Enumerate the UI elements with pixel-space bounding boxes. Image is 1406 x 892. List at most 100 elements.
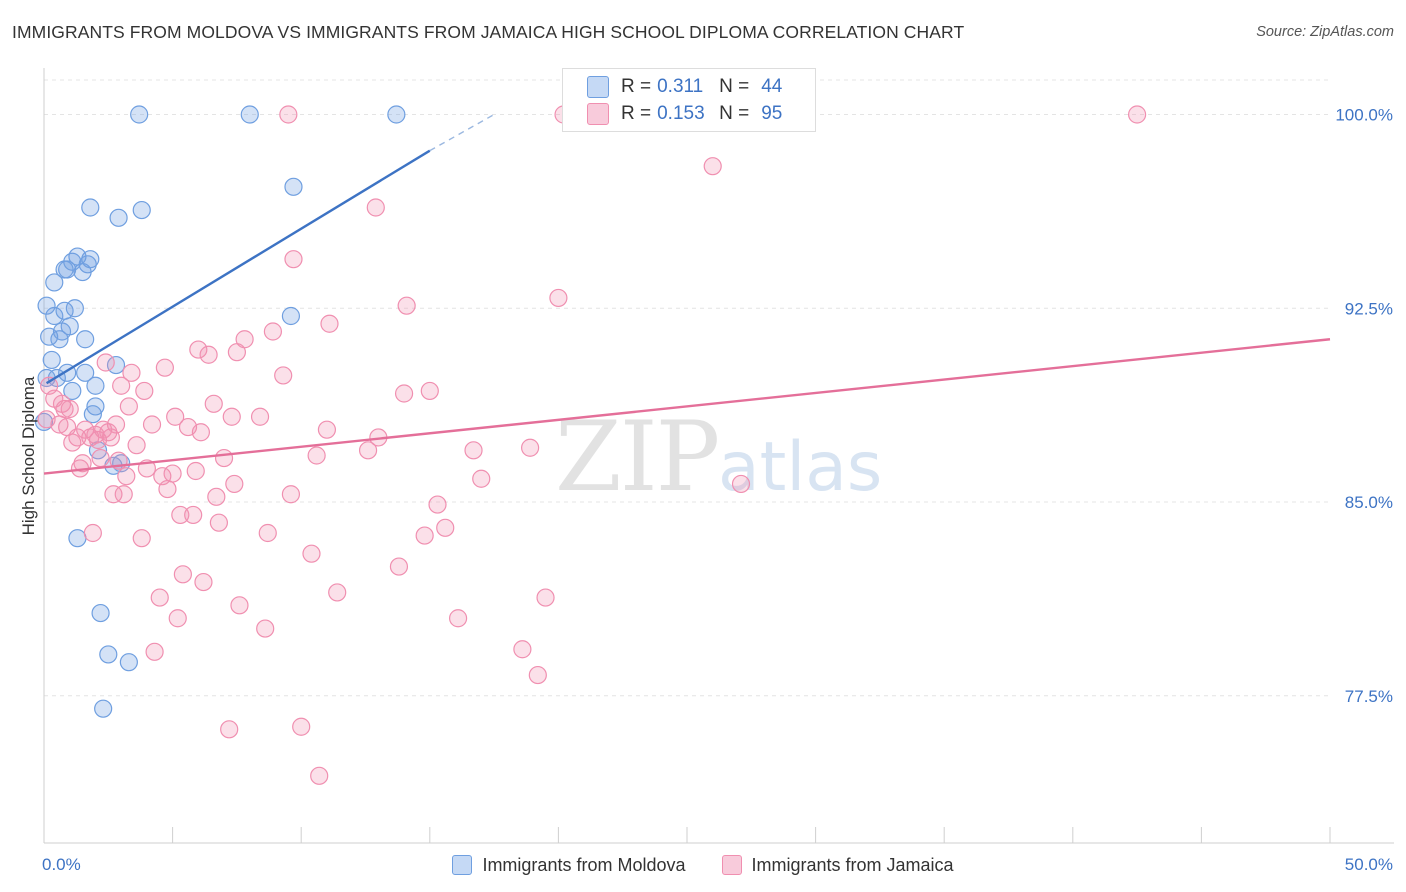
point-jamaica [256, 619, 275, 638]
point-moldova [81, 198, 100, 217]
point-moldova [281, 306, 301, 326]
point-jamaica [397, 296, 416, 315]
x-tick-label-max: 50.0% [1345, 855, 1393, 874]
point-moldova [45, 273, 64, 292]
point-jamaica [135, 381, 154, 401]
point-moldova [42, 350, 61, 370]
point-moldova [109, 208, 128, 227]
watermark-zip: ZIP [555, 401, 718, 513]
stats-row-jamaica: R = 0.153 N = 95 [587, 102, 782, 126]
point-jamaica [214, 448, 234, 468]
point-jamaica [220, 720, 239, 739]
point-jamaica [464, 441, 483, 460]
point-jamaica [358, 441, 378, 460]
point-jamaica [536, 588, 555, 607]
point-moldova [68, 529, 87, 548]
point-jamaica [122, 363, 141, 382]
point-jamaica [186, 461, 205, 481]
stats-swatch-moldova [587, 76, 609, 98]
point-jamaica [119, 397, 138, 416]
point-jamaica [284, 250, 303, 269]
point-jamaica [428, 495, 447, 514]
watermark-atlas: atlas [718, 428, 882, 507]
point-jamaica [199, 345, 218, 364]
point-moldova [60, 317, 79, 336]
chart-title: IMMIGRANTS FROM MOLDOVA VS IMMIGRANTS FR… [12, 22, 965, 42]
legend-item-jamaica[interactable]: Immigrants from Jamaica [721, 855, 954, 876]
point-jamaica [155, 358, 174, 377]
point-jamaica [436, 518, 455, 537]
point-jamaica [420, 381, 439, 401]
y-axis-label: High School Diploma [19, 376, 38, 535]
point-jamaica [73, 454, 92, 473]
point-moldova [132, 200, 151, 220]
point-jamaica [472, 469, 491, 488]
point-jamaica [235, 330, 254, 349]
y-tick-label: 92.5% [1345, 299, 1393, 318]
point-moldova [387, 105, 406, 124]
point-moldova [76, 330, 95, 349]
point-jamaica [292, 717, 311, 736]
point-moldova [63, 381, 82, 401]
point-moldova [94, 699, 113, 718]
point-moldova [45, 306, 64, 326]
stats-n-label: N = [719, 76, 750, 97]
point-jamaica [127, 436, 146, 455]
point-jamaica [731, 474, 751, 494]
point-moldova [130, 105, 149, 124]
legend-item-moldova[interactable]: Immigrants from Moldova [452, 854, 686, 876]
point-jamaica [521, 438, 540, 457]
stats-swatch-jamaica [587, 103, 609, 125]
legend-swatch-moldova [452, 855, 473, 875]
point-jamaica [222, 407, 241, 426]
point-moldova [99, 645, 118, 664]
point-moldova [86, 397, 105, 416]
stats-n-value: 44 [761, 76, 783, 97]
point-jamaica [184, 505, 203, 525]
point-jamaica [194, 572, 213, 592]
point-jamaica [171, 505, 190, 525]
point-jamaica [328, 583, 347, 602]
point-moldova [284, 177, 303, 196]
point-jamaica [258, 523, 277, 543]
point-jamaica [142, 415, 162, 434]
point-jamaica [191, 423, 210, 442]
y-tick-label: 100.0% [1335, 106, 1393, 125]
stats-r-value: 0.311 [657, 76, 704, 97]
point-jamaica [230, 596, 249, 615]
stats-r-label: R = [621, 103, 652, 124]
point-jamaica [168, 609, 187, 628]
trend-layer [43, 113, 1331, 475]
point-jamaica [549, 288, 568, 308]
point-jamaica [106, 415, 126, 434]
point-jamaica [279, 105, 298, 124]
trendline-moldova-extension [429, 113, 495, 152]
point-jamaica [145, 642, 164, 661]
point-jamaica [415, 526, 434, 545]
point-jamaica [55, 399, 74, 419]
point-jamaica [209, 513, 228, 532]
point-jamaica [225, 474, 244, 494]
point-jamaica [60, 399, 79, 419]
point-jamaica [274, 366, 293, 385]
stats-legend-box: R = 0.311 N = 44 R = 0.153 N = 95 [562, 68, 816, 132]
point-jamaica [114, 485, 133, 504]
legend-label-moldova: Immigrants from Moldova [482, 854, 686, 875]
watermark: ZIP atlas [555, 401, 882, 513]
point-jamaica [91, 448, 110, 468]
point-jamaica [173, 565, 192, 584]
point-jamaica [317, 420, 337, 439]
point-jamaica [96, 353, 115, 372]
stats-n-label: N = [719, 103, 750, 124]
point-jamaica [104, 485, 123, 504]
stats-r-label: R = [621, 76, 652, 97]
point-moldova [81, 250, 100, 269]
point-jamaica [68, 428, 87, 447]
chart-legend: Immigrants from Moldova Immigrants from … [0, 851, 1406, 879]
point-jamaica [389, 557, 409, 576]
point-jamaica [394, 384, 414, 403]
point-jamaica [302, 544, 321, 563]
point-jamaica [112, 376, 131, 395]
y-tick-label: 85.0% [1345, 493, 1393, 512]
